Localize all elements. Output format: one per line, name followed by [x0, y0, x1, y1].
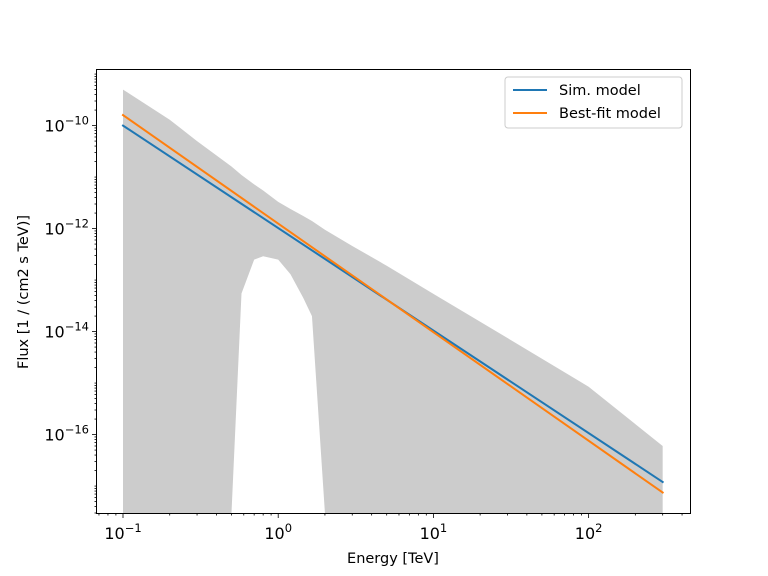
x-tick-label: 101 — [420, 521, 448, 543]
x-tick-label: 10−1 — [104, 521, 141, 543]
y-axis-label: Flux [1 / (cm2 s TeV)] — [16, 215, 32, 369]
y-axis-ticks: 10−10 10−12 10−14 10−16 — [44, 73, 97, 514]
x-axis-ticks: 10−1 100 101 102 — [98, 513, 683, 543]
series-line-best-fit-model — [121, 113, 665, 494]
x-tick-label: 102 — [575, 521, 603, 543]
legend-label: Best-fit model — [559, 106, 661, 122]
y-tick-label: 10−10 — [44, 114, 89, 136]
x-tick-label: 100 — [264, 521, 292, 543]
y-tick-label: 10−14 — [44, 320, 89, 342]
y-tick-label: 10−16 — [44, 423, 89, 445]
series-lines — [121, 113, 665, 494]
error-band — [123, 89, 663, 513]
legend: Sim. model Best-fit model — [504, 76, 683, 129]
y-tick-label: 10−12 — [44, 217, 89, 239]
error-band-area — [123, 89, 663, 513]
legend-label: Sim. model — [559, 83, 641, 99]
x-axis-label: Energy [TeV] — [347, 551, 439, 567]
legend-box — [504, 76, 683, 129]
